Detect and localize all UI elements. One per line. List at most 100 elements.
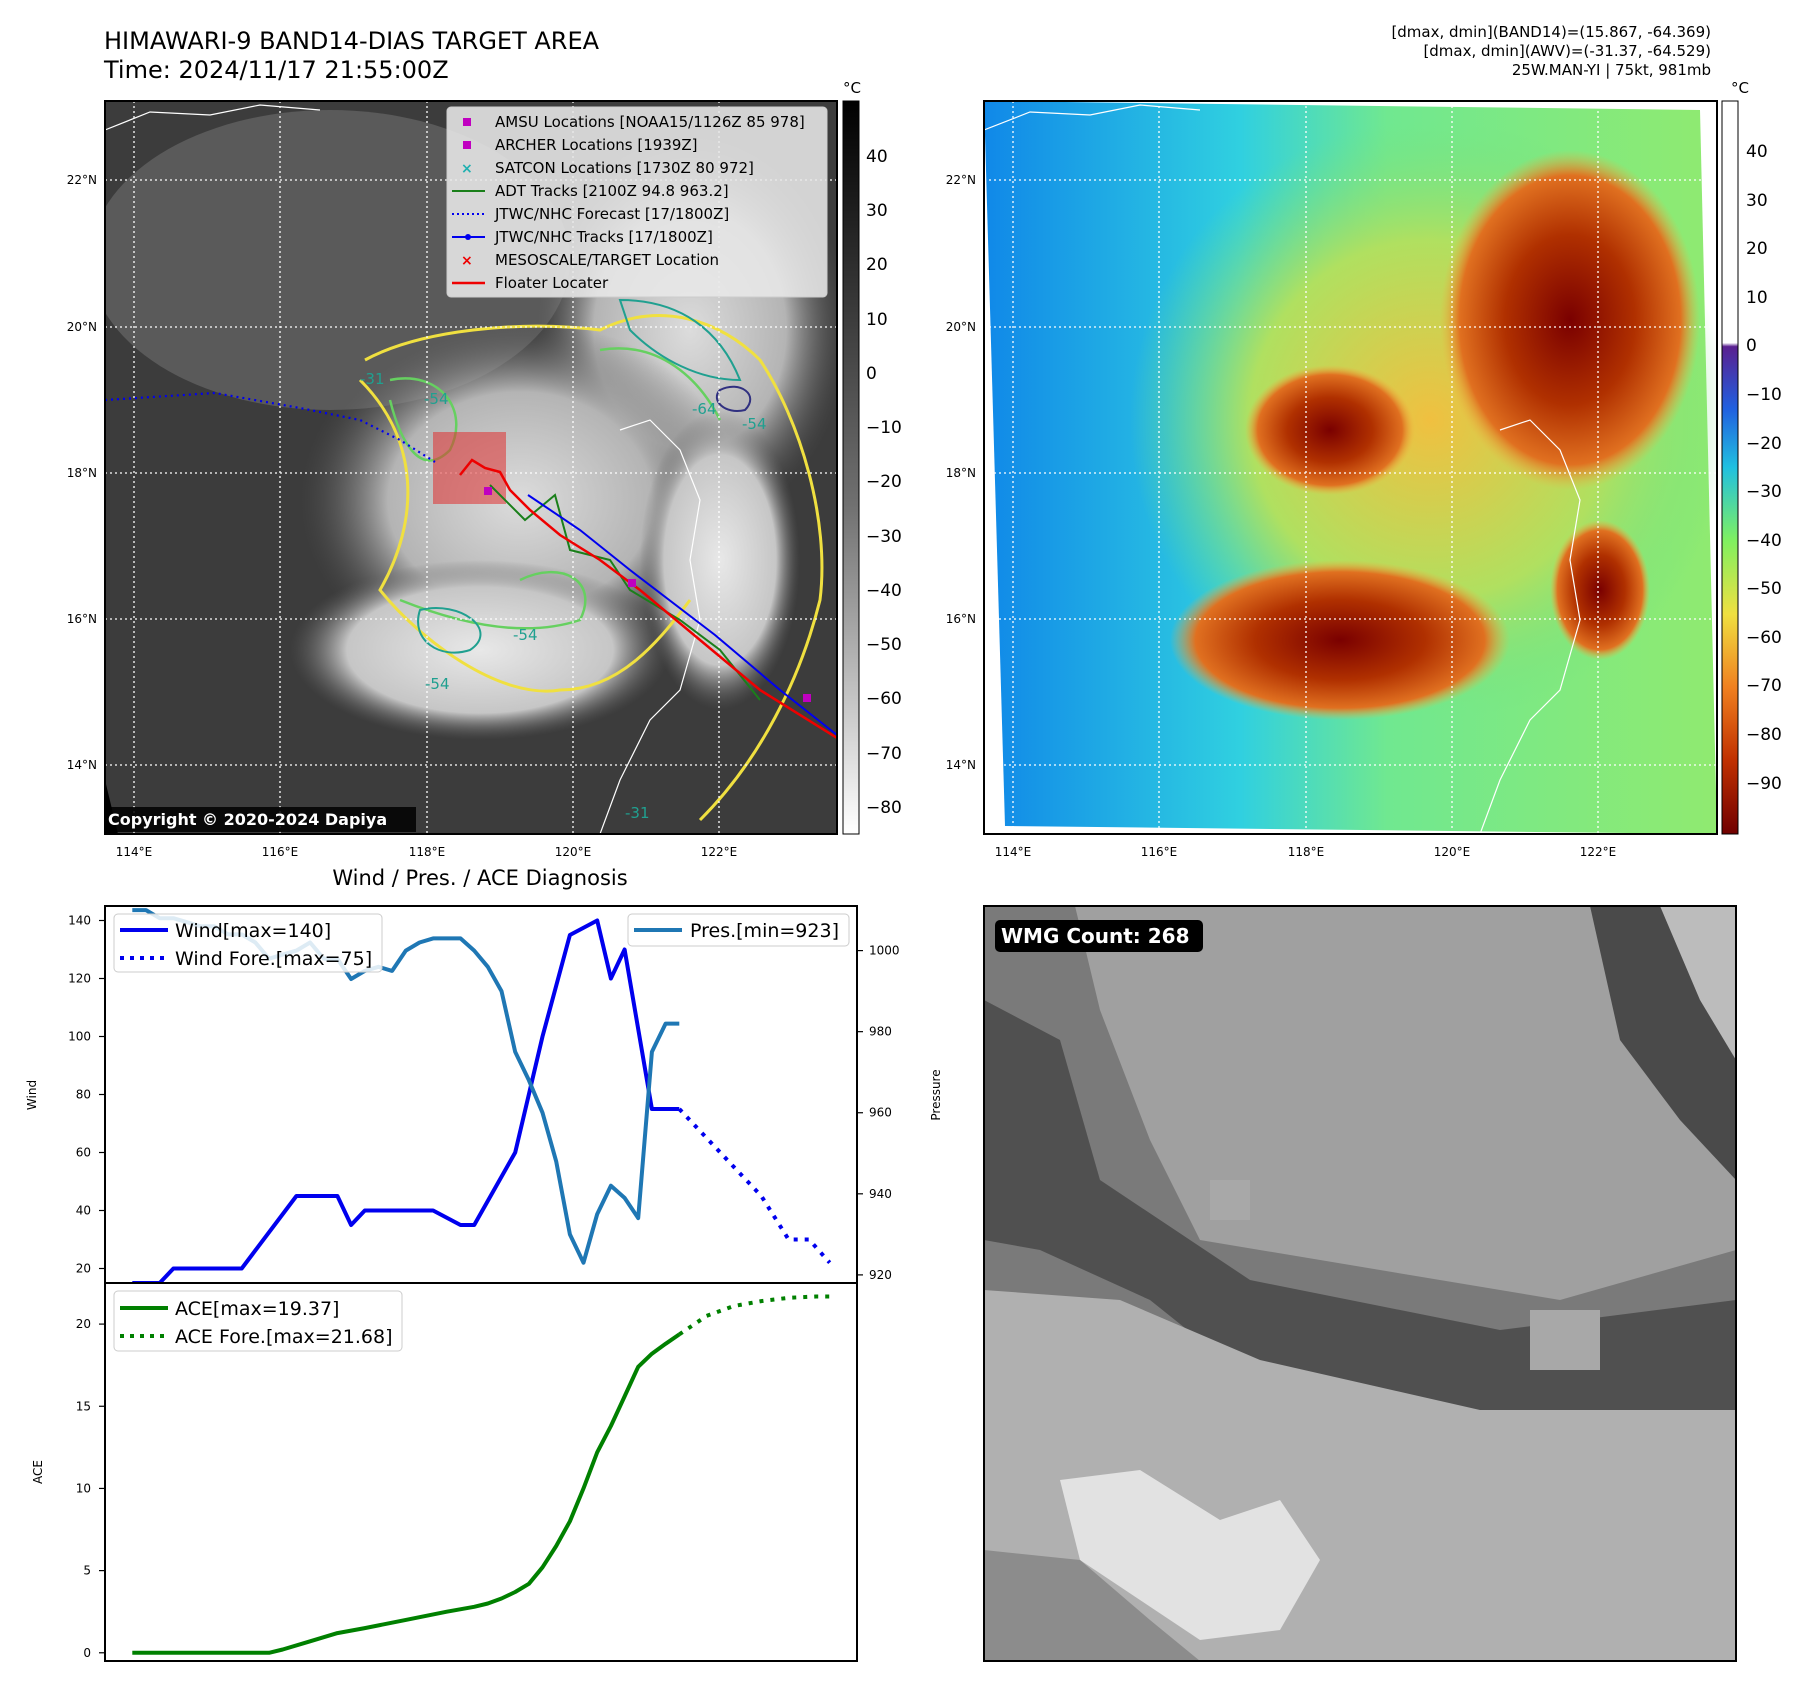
legend-box <box>446 106 828 298</box>
lat-label: 16°N <box>67 612 97 626</box>
info-line1: [dmax, dmin](BAND14)=(15.867, -64.369) <box>1391 23 1711 41</box>
title-line2: Time: 2024/11/17 21:55:00Z <box>104 56 449 84</box>
wmg-panel: WMG Count: 268 <box>983 905 1737 1662</box>
contour-navy <box>715 385 752 412</box>
coastline-luzon-2 <box>1479 419 1581 834</box>
cbar-tick: −80 <box>1746 725 1782 745</box>
map2-frame <box>983 100 1718 835</box>
cbar-tick: 30 <box>866 201 888 221</box>
contour-label: -31 <box>360 370 385 388</box>
cloud-mass-east <box>640 410 800 710</box>
floater-box <box>433 432 506 504</box>
wmg-count-badge <box>995 920 1203 952</box>
ace-fore-legend-label: ACE Fore.[max=21.68] <box>175 1326 393 1348</box>
info-line2: [dmax, dmin](AWV)=(-31.37, -64.529) <box>1423 42 1711 60</box>
wmg-patch-2 <box>1530 1310 1600 1370</box>
pressure-tick-label: 920 <box>869 1268 892 1282</box>
lat-label: 14°N <box>67 758 97 772</box>
ace-ticks: 0 5 10 15 20 <box>76 1317 105 1660</box>
contour-teal <box>417 298 742 654</box>
lon-label: 122°E <box>1580 845 1617 859</box>
ace-forecast-line <box>678 1294 830 1337</box>
legend-satcon: SATCON Locations [1730Z 80 972] <box>495 159 754 177</box>
archer-legend-marker <box>463 141 471 149</box>
legend-target: MESOSCALE/TARGET Location <box>495 251 719 269</box>
map2-colorbar-ticks: 40 30 20 10 0 −10 −20 −30 −40 −50 −60 −7… <box>1746 142 1782 794</box>
legend-amsu: AMSU Locations [NOAA15/1126Z 85 978] <box>495 113 805 131</box>
chart-title: HIMAWARI-9 BAND14-DIAS TARGET AREA Time:… <box>104 27 599 85</box>
cbar-tick: −80 <box>866 798 902 818</box>
lon-label: 122°E <box>701 845 738 859</box>
map1-colorbar-unit: °C <box>843 79 861 97</box>
jtwc-track <box>527 494 837 736</box>
lat-label: 18°N <box>67 466 97 480</box>
ace-tick-label: 10 <box>76 1481 91 1495</box>
cbar-tick: −20 <box>1746 434 1782 454</box>
diagnosis-chart: Wind / Pres. / ACE Diagnosis 20406080100… <box>25 866 943 1662</box>
cbar-tick: −70 <box>866 744 902 764</box>
legend-tracks: JTWC/NHC Tracks [17/1800Z] <box>494 228 713 246</box>
wind-legend-box <box>113 913 383 973</box>
wmg-frame <box>983 905 1737 1662</box>
cbar-tick: 0 <box>866 364 877 384</box>
lon-label: 114°E <box>116 845 153 859</box>
wmg-light-ne <box>1660 906 1736 1060</box>
contour-label: -64 <box>692 400 717 418</box>
info-line3: 25W.MAN-YI | 75kt, 981mb <box>1511 61 1711 79</box>
copyright-text: Copyright © 2020-2024 Dapiya <box>108 810 387 829</box>
lat-label: 22°N <box>67 173 97 187</box>
wind-tick-label: 80 <box>76 1088 91 1102</box>
map2-lon-labels: 114°E 116°E 118°E 120°E 122°E <box>995 845 1617 859</box>
wind-series-line <box>132 918 680 1285</box>
wind-tick-label: 140 <box>68 914 91 928</box>
cbar-tick: −10 <box>1746 385 1782 405</box>
satcon-legend-marker: × <box>461 161 473 177</box>
awv-map: °C 40 30 20 10 0 −10 −20 −30 −40 −50 −60… <box>946 79 1782 859</box>
cbar-tick: 30 <box>1746 191 1768 211</box>
wind-tick-label: 20 <box>76 1262 91 1276</box>
pres-legend-label: Pres.[min=923] <box>690 920 839 942</box>
cbar-tick: −40 <box>1746 531 1782 551</box>
amsu-legend-marker <box>463 118 471 126</box>
ace-series <box>132 1294 830 1655</box>
cbar-tick: −90 <box>1746 774 1782 794</box>
map1-contour-labels: -54 -64 -54 -54 -31 -54 -31 <box>360 370 767 822</box>
wind-legend-label: Wind[max=140] <box>175 920 331 942</box>
map1-lon-labels: 114°E 116°E 118°E 120°E 122°E <box>116 845 738 859</box>
wind-tick-label: 120 <box>68 972 91 986</box>
cbar-tick: −70 <box>1746 676 1782 696</box>
cbar-tick: −50 <box>1746 579 1782 599</box>
lon-label: 116°E <box>262 845 299 859</box>
cloud-mass-south <box>290 560 670 740</box>
contour-label: -54 <box>424 390 449 408</box>
wind-ylabel: Wind <box>25 1080 39 1110</box>
wind-forecast-line <box>677 1107 832 1265</box>
wind-tick-label: 40 <box>76 1204 91 1218</box>
adt-track <box>489 484 761 701</box>
lon-label: 116°E <box>1141 845 1178 859</box>
dry-core-east <box>1550 520 1650 660</box>
map2-colorbar-unit: °C <box>1731 79 1749 97</box>
map1-colorbar <box>842 100 860 835</box>
contour-label: -54 <box>425 675 450 693</box>
dry-core-south <box>1170 560 1510 720</box>
wind-ticks-left: 20 40 60 80 100 120 140 <box>68 914 105 1276</box>
forecast-track <box>105 391 436 463</box>
ace-legend-label: ACE[max=19.37] <box>175 1298 339 1320</box>
lon-label: 114°E <box>995 845 1032 859</box>
info-block: [dmax, dmin](BAND14)=(15.867, -64.369) [… <box>1391 23 1711 80</box>
pressure-tick-label: 960 <box>869 1106 892 1120</box>
map2-lat-labels: 22°N 20°N 18°N 16°N 14°N <box>946 173 976 772</box>
cbar-tick: −40 <box>866 581 902 601</box>
map1-colorbar-ticks: 40 30 20 10 0 −10 −20 −30 −40 −50 −60 −7… <box>866 147 902 818</box>
copyright-badge <box>104 807 416 832</box>
map2-colorbar <box>1721 100 1739 835</box>
ace-series-line <box>132 1332 681 1655</box>
lon-label: 120°E <box>555 845 592 859</box>
diagnosis-title: Wind / Pres. / ACE Diagnosis <box>332 866 627 890</box>
cbar-tick: 10 <box>866 310 888 330</box>
map2-gridlines <box>984 101 1717 834</box>
cbar-tick: −60 <box>1746 628 1782 648</box>
wind-tick-label: 60 <box>76 1146 91 1160</box>
ace-tick-label: 0 <box>83 1646 91 1660</box>
